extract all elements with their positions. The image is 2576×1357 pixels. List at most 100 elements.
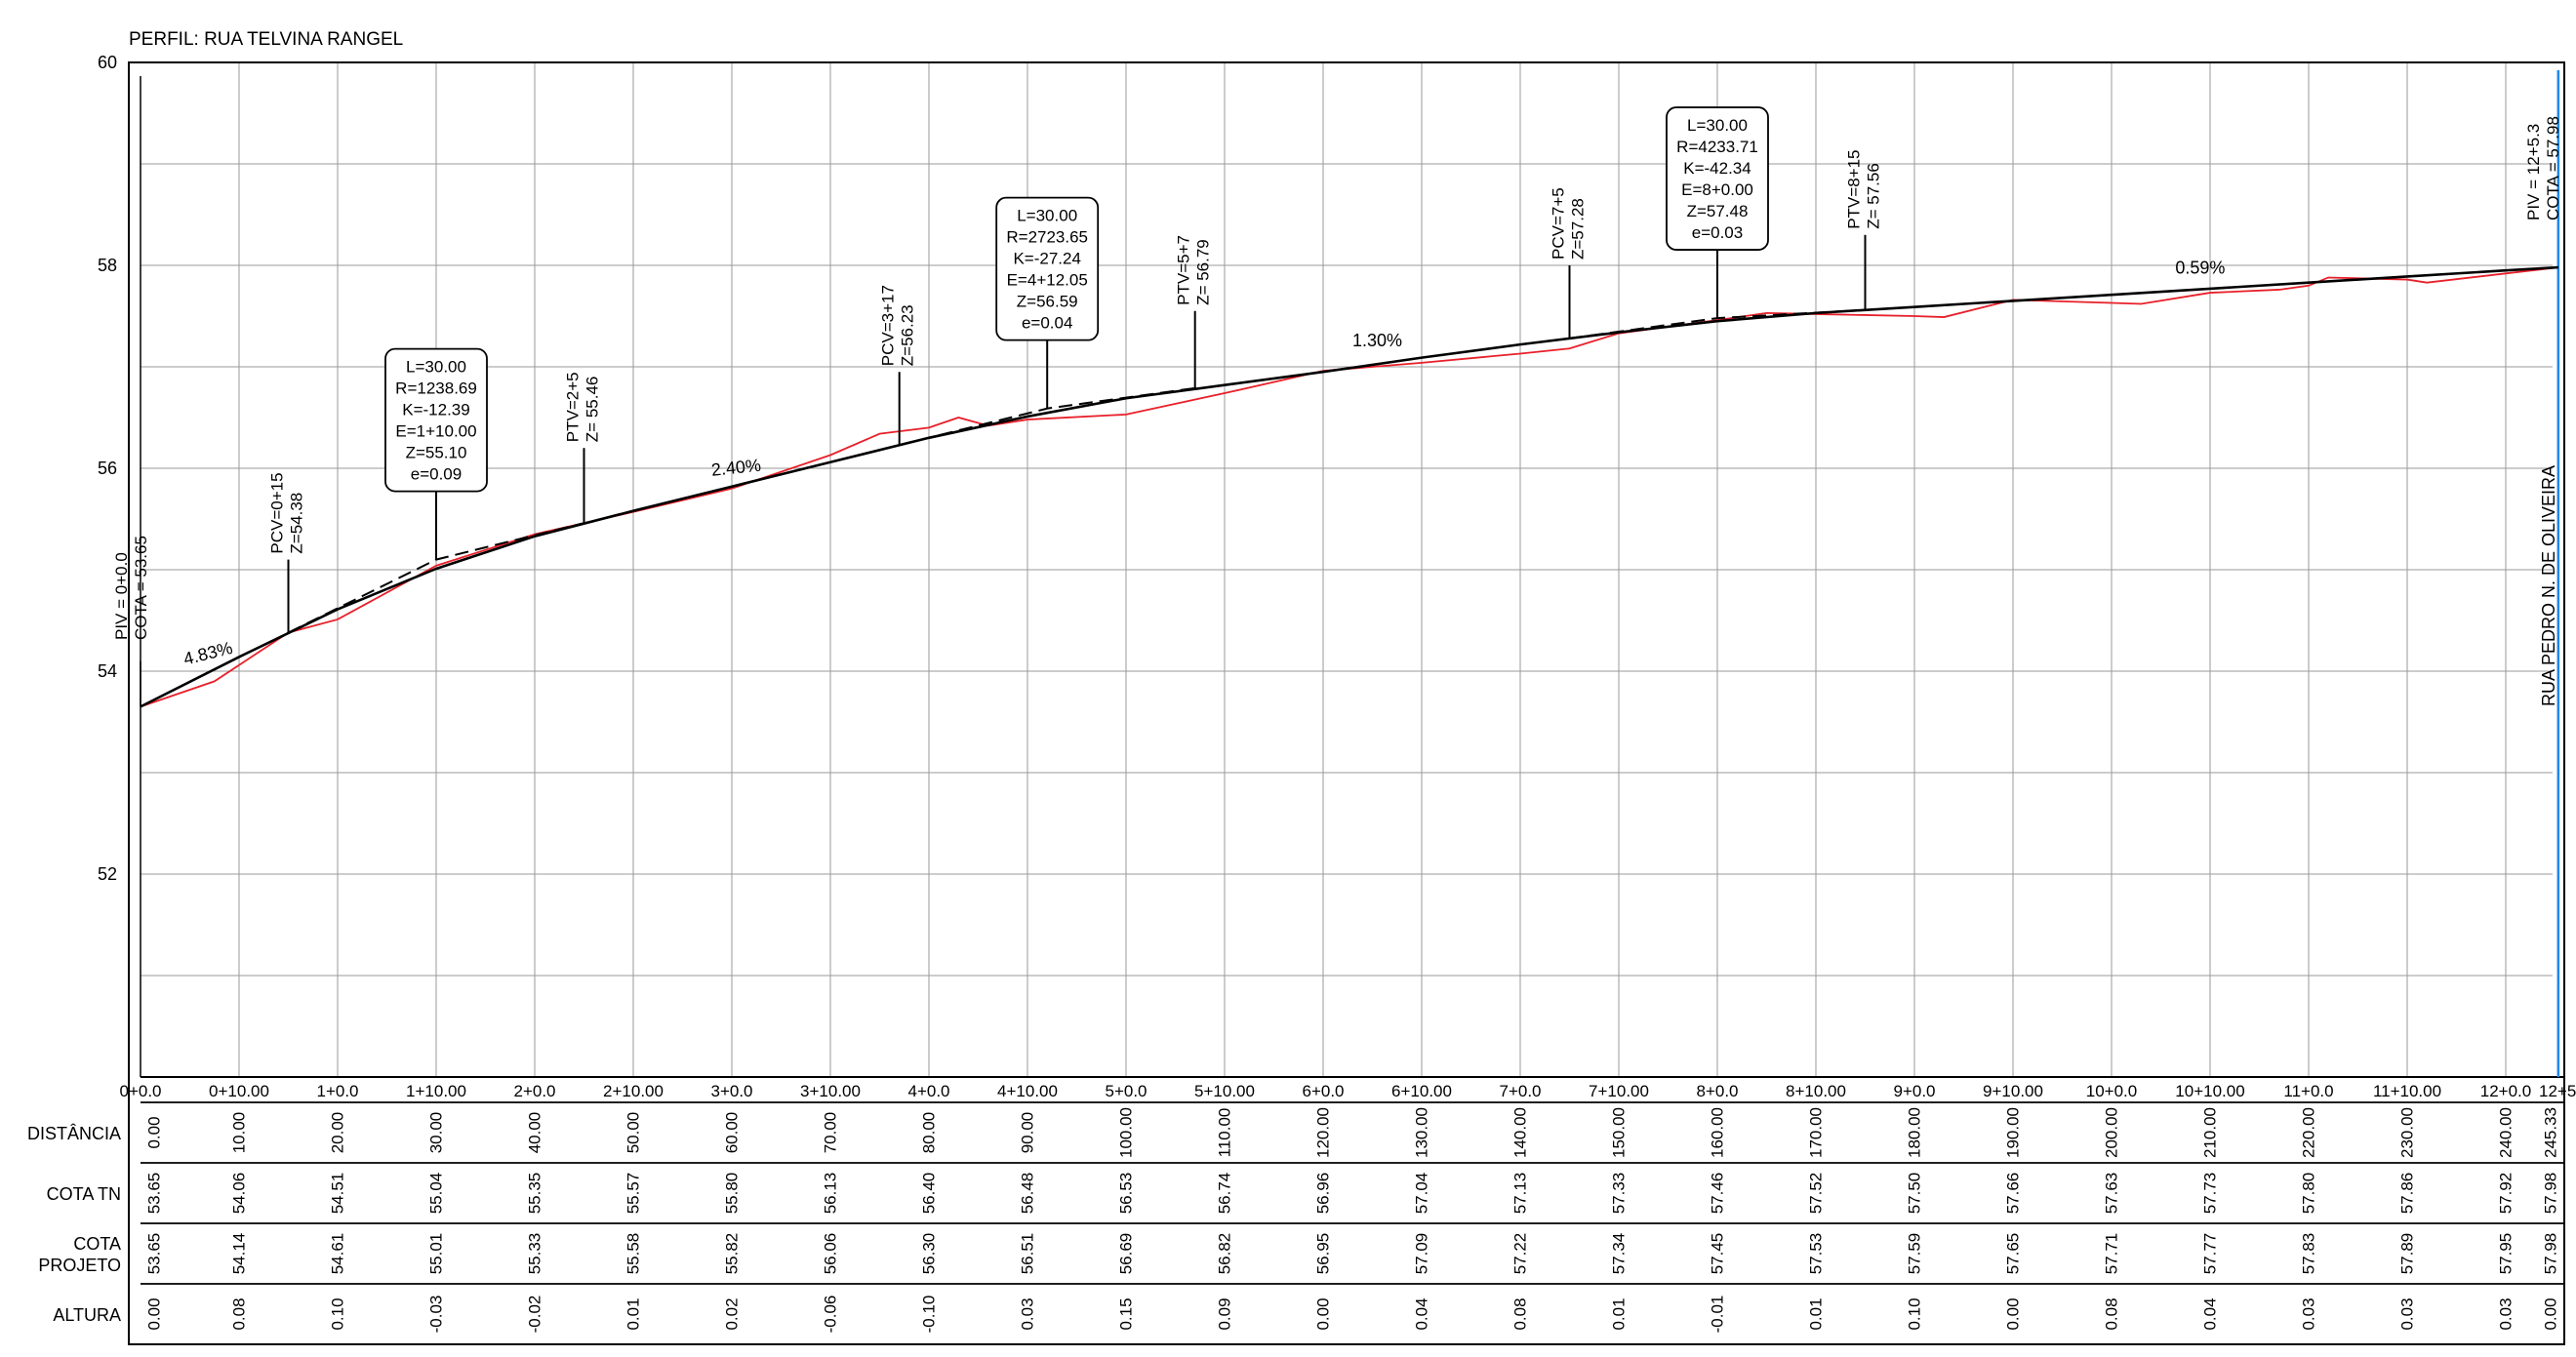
street-name-label: RUA PEDRO N. DE OLIVEIRA xyxy=(2539,465,2558,706)
table-cell: 0.15 xyxy=(1117,1297,1136,1330)
curve-box-text: Z=55.10 xyxy=(406,444,467,462)
table-cell: 57.71 xyxy=(2103,1233,2121,1275)
table-cell: 53.65 xyxy=(145,1173,164,1215)
table-cell: 0.00 xyxy=(2542,1297,2560,1330)
table-cell: -0.06 xyxy=(822,1296,840,1334)
data-table: DISTÂNCIA 0.00 10.00 20.00 30.00 40.00 50.00 60… xyxy=(27,1101,2564,1345)
curve-box-text: K=-12.39 xyxy=(402,401,469,419)
table-row-label: ALTURA xyxy=(53,1305,121,1325)
table-cell: 0.00 xyxy=(1314,1297,1333,1330)
curve-box-text: E=8+0.00 xyxy=(1681,180,1753,199)
x-tick-label: 1+10.00 xyxy=(406,1082,466,1100)
table-cell: 56.95 xyxy=(1314,1233,1333,1275)
table-cell: 57.33 xyxy=(1610,1173,1629,1215)
project-line xyxy=(140,265,2558,708)
table-cell: 56.51 xyxy=(1019,1233,1037,1275)
curve-box-text: e=0.03 xyxy=(1692,223,1743,242)
curve-box-text: L=30.00 xyxy=(406,358,466,377)
table-cell: 0.08 xyxy=(1511,1297,1530,1330)
table-cell: 56.53 xyxy=(1117,1173,1136,1215)
x-tick-label: 9+10.00 xyxy=(1983,1082,2043,1100)
table-cell: 60.00 xyxy=(723,1112,742,1154)
table-cell: 57.50 xyxy=(1906,1173,1924,1215)
table-cell: 54.61 xyxy=(329,1233,347,1275)
table-cell: 57.95 xyxy=(2497,1233,2516,1275)
table-cell: 0.04 xyxy=(2201,1297,2220,1330)
x-tick-label: 8+0.0 xyxy=(1696,1082,1738,1100)
stake-label: PCV=7+5 xyxy=(1550,187,1568,259)
x-tick-label: 7+10.00 xyxy=(1589,1082,1649,1100)
table-cell: 170.00 xyxy=(1807,1107,1826,1158)
piv-label: COTA = 57.98 xyxy=(2544,116,2562,220)
table-cell: 10.00 xyxy=(230,1112,249,1154)
table-cell: 55.80 xyxy=(723,1173,742,1215)
stake-label: Z=57.28 xyxy=(1569,198,1588,259)
table-cell: 55.01 xyxy=(427,1233,446,1275)
table-cell: 57.73 xyxy=(2201,1173,2220,1215)
table-cell: 110.00 xyxy=(1216,1108,1234,1158)
x-tick-label: 1+0.0 xyxy=(316,1082,358,1100)
plot-frame xyxy=(128,61,2565,1345)
table-cell: 56.69 xyxy=(1117,1233,1136,1275)
stake-label: Z=56.23 xyxy=(899,304,917,366)
curve-box-text: K=-42.34 xyxy=(1683,159,1751,178)
table-cell: 57.46 xyxy=(1709,1173,1727,1215)
table-cell: 55.57 xyxy=(624,1173,643,1215)
table-cell: 0.01 xyxy=(624,1297,643,1330)
curve-box-text: L=30.00 xyxy=(1017,207,1077,225)
table-row-label: DISTÂNCIA xyxy=(27,1124,121,1143)
table-cell: 40.00 xyxy=(526,1112,544,1154)
x-tick-label: 0+0.0 xyxy=(119,1082,161,1100)
table-cell: 57.45 xyxy=(1709,1233,1727,1275)
slope-label: 1.30% xyxy=(1352,331,1402,350)
table-row-label: COTA TN xyxy=(47,1184,121,1204)
slope-label: 0.59% xyxy=(2175,258,2225,277)
table-cell: 57.09 xyxy=(1413,1233,1431,1275)
table-cell: 0.01 xyxy=(1807,1297,1826,1330)
table-cell: 0.02 xyxy=(723,1297,742,1330)
y-tick-label: 56 xyxy=(98,459,117,478)
grid xyxy=(141,62,2553,1077)
table-cell: 54.51 xyxy=(329,1173,347,1215)
x-tick-label: 4+0.0 xyxy=(907,1082,949,1100)
x-tick-label: 9+0.0 xyxy=(1893,1082,1935,1100)
table-cell: 210.00 xyxy=(2201,1107,2220,1158)
table-row-label: COTA xyxy=(73,1234,121,1254)
curve-box xyxy=(1666,106,1769,251)
table-cell: 56.74 xyxy=(1216,1173,1234,1215)
table-cell: 150.00 xyxy=(1610,1107,1629,1158)
table-cell: 55.58 xyxy=(624,1233,643,1275)
table-cell: 0.04 xyxy=(1413,1297,1431,1330)
stake-label: PCV=0+15 xyxy=(268,472,287,553)
table-cell: 0.08 xyxy=(230,1297,249,1330)
table-cell: 0.00 xyxy=(145,1297,164,1330)
x-tick-label: 4+10.00 xyxy=(997,1082,1058,1100)
slope-label: 2.40% xyxy=(710,456,762,480)
series-layer xyxy=(140,265,2558,708)
table-cell: 57.04 xyxy=(1413,1173,1431,1215)
y-axis: 52 54 56 58 60 xyxy=(98,53,117,884)
table-cell: 53.65 xyxy=(145,1233,164,1275)
table-cell: 50.00 xyxy=(624,1112,643,1154)
table-cell: 100.00 xyxy=(1117,1107,1136,1158)
table-cell: 0.03 xyxy=(1019,1297,1037,1330)
drawing-title: PERFIL: RUA TELVINA RANGEL xyxy=(129,29,403,50)
table-cell: 0.03 xyxy=(2300,1297,2318,1330)
curve-box-text: E=1+10.00 xyxy=(395,422,476,441)
table-cell: 0.03 xyxy=(2398,1297,2417,1330)
x-tick-label: 12+5.3 xyxy=(2539,1082,2576,1100)
table-cell: 57.92 xyxy=(2497,1173,2516,1215)
curve-box-text: Z=56.59 xyxy=(1017,293,1078,311)
table-cell: 130.00 xyxy=(1413,1107,1431,1158)
table-cell: 0.03 xyxy=(2497,1297,2516,1330)
curve-box-text: R=2723.65 xyxy=(1006,228,1088,247)
table-cell: 56.13 xyxy=(822,1173,840,1215)
terrain-line xyxy=(140,266,2558,708)
stake-label: PTV=2+5 xyxy=(564,372,583,442)
table-cell: -0.03 xyxy=(427,1296,446,1334)
table-cell: 55.35 xyxy=(526,1173,544,1215)
curve-box-text: L=30.00 xyxy=(1687,116,1748,135)
curve-box xyxy=(995,196,1100,341)
table-cell: 70.00 xyxy=(822,1112,840,1154)
